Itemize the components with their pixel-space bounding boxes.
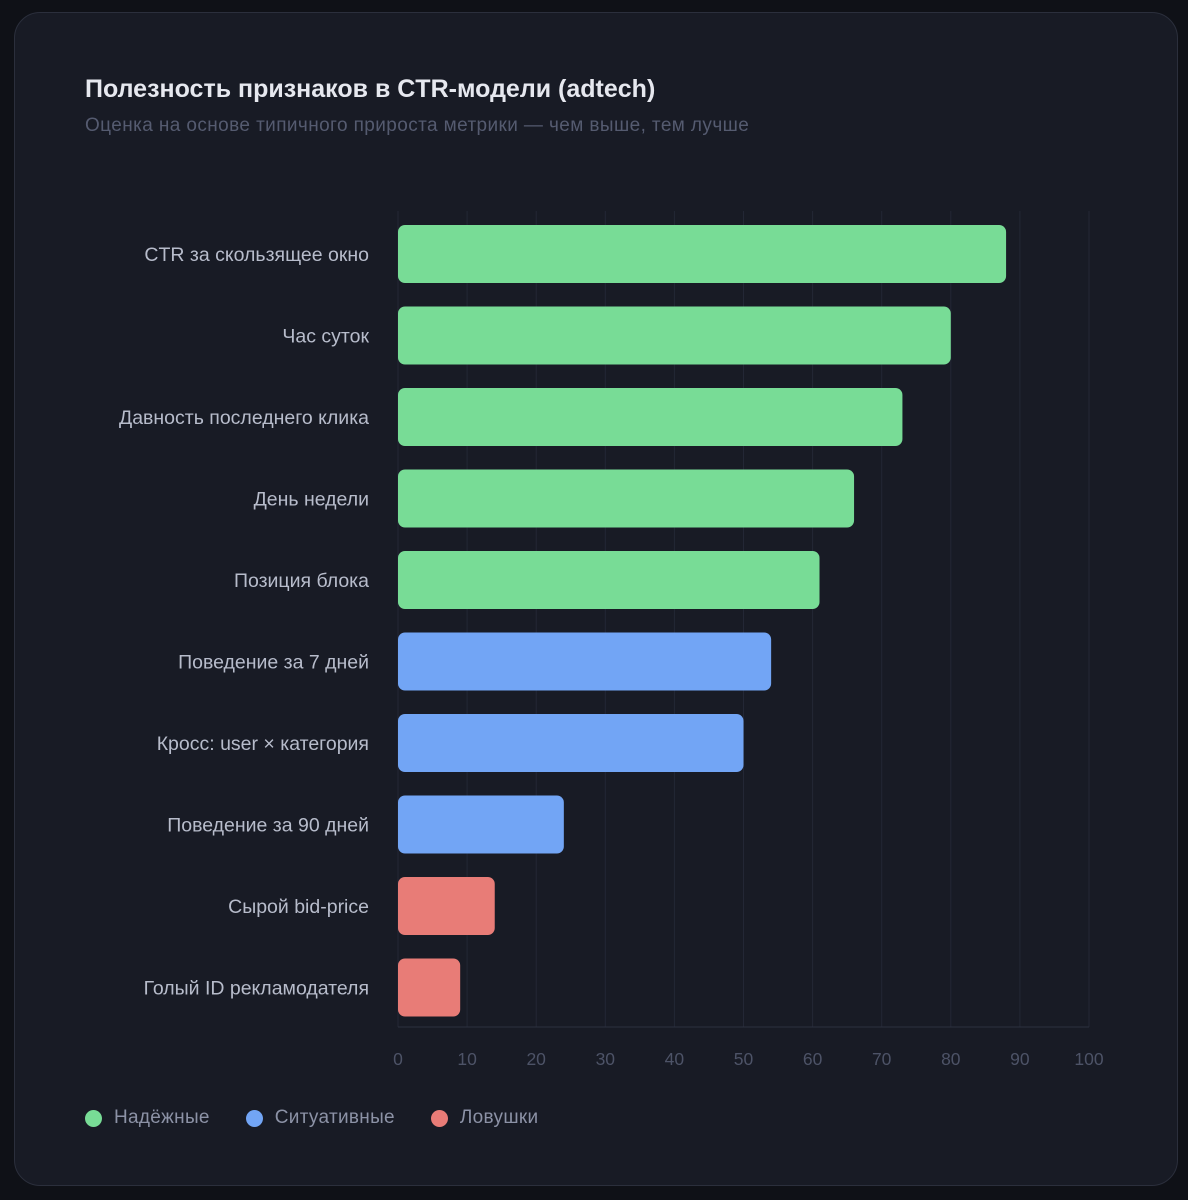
x-tick-label: 20	[526, 1049, 546, 1069]
chart-title: Полезность признаков в CTR-модели (adtec…	[85, 75, 656, 103]
x-tick-label: 60	[803, 1049, 823, 1069]
legend-label-reliable: Надёжные	[114, 1107, 210, 1128]
bar-situational	[398, 632, 772, 691]
legend-dot-trap	[430, 1109, 448, 1127]
chart-subtitle: Оценка на основе типичного прироста метр…	[85, 115, 750, 136]
bar-reliable	[398, 551, 820, 609]
category-label: Поведение за 7 дней	[178, 652, 369, 674]
category-label: Давность последнего клика	[119, 407, 369, 429]
legend-dot-situational	[245, 1109, 263, 1127]
bar-trap	[398, 877, 495, 935]
category-label: Кросс: user × категория	[157, 733, 369, 755]
legend-label-situational: Ситуативные	[274, 1107, 395, 1128]
x-tick-label: 0	[393, 1049, 403, 1069]
x-tick-label: 30	[596, 1049, 616, 1069]
legend-dot-reliable	[85, 1109, 102, 1127]
bar-trap	[398, 958, 461, 1017]
bar-reliable	[398, 306, 951, 365]
category-label: День недели	[254, 489, 369, 511]
category-label: Голый ID рекламодателя	[144, 978, 369, 1000]
x-tick-label: 50	[734, 1049, 754, 1069]
x-tick-label: 100	[1074, 1049, 1103, 1069]
bar-chart: 0 10 20 30 40 50 60 70 80 90 100 CTR за скользящее …	[119, 211, 1104, 1069]
category-label: Сырой bid-price	[228, 896, 369, 918]
category-label: Позиция блока	[234, 570, 369, 592]
category-label: CTR за скользящее окно	[144, 244, 369, 266]
legend-item-trap: Ловушки	[430, 1107, 539, 1129]
bar-reliable	[398, 225, 1007, 283]
x-tick-label: 40	[665, 1049, 685, 1069]
x-tick-label: 70	[872, 1049, 892, 1069]
x-tick-label: 10	[457, 1049, 477, 1069]
bar-reliable	[398, 469, 855, 528]
category-label: Поведение за 90 дней	[167, 815, 369, 837]
legend-item-situational: Ситуативные	[245, 1107, 395, 1129]
x-tick-label: 90	[1010, 1049, 1030, 1069]
legend: Надёжные Ситуативные Ловушки	[85, 1107, 538, 1129]
legend-item-reliable: Надёжные	[85, 1107, 210, 1129]
category-label: Час суток	[282, 326, 369, 348]
legend-label-trap: Ловушки	[459, 1107, 539, 1128]
bar-reliable	[398, 388, 903, 446]
bar-situational	[398, 795, 564, 854]
chart-card: Полезность признаков в CTR-модели (adtec…	[14, 12, 1178, 1186]
bar-situational	[398, 714, 744, 772]
x-tick-label: 80	[941, 1049, 961, 1069]
